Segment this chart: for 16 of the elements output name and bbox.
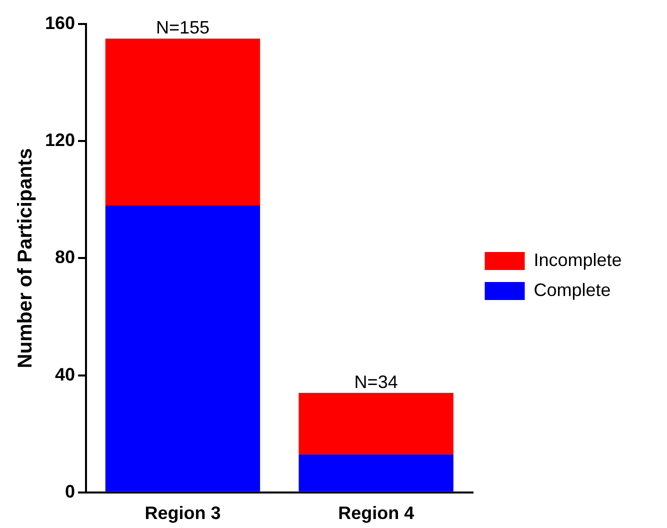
- x-tick-label: Region 3: [144, 503, 221, 524]
- bar: [105, 38, 260, 206]
- y-axis-title: Number of Participants: [14, 148, 37, 368]
- total-label: N=34: [354, 372, 398, 392]
- bar: [105, 206, 260, 492]
- y-tick-label: 160: [44, 12, 76, 33]
- y-tick-label: 40: [55, 364, 76, 384]
- bar: [298, 454, 454, 492]
- y-tick-label: 0: [65, 481, 76, 502]
- legend-label: Incomplete: [534, 250, 622, 270]
- total-label: N=155: [156, 18, 210, 38]
- y-tick-label: 80: [55, 247, 76, 268]
- bar: [298, 392, 454, 454]
- legend-label: Complete: [534, 280, 611, 300]
- y-tick-label: 120: [44, 130, 76, 150]
- x-tick-label: Region 4: [338, 503, 414, 524]
